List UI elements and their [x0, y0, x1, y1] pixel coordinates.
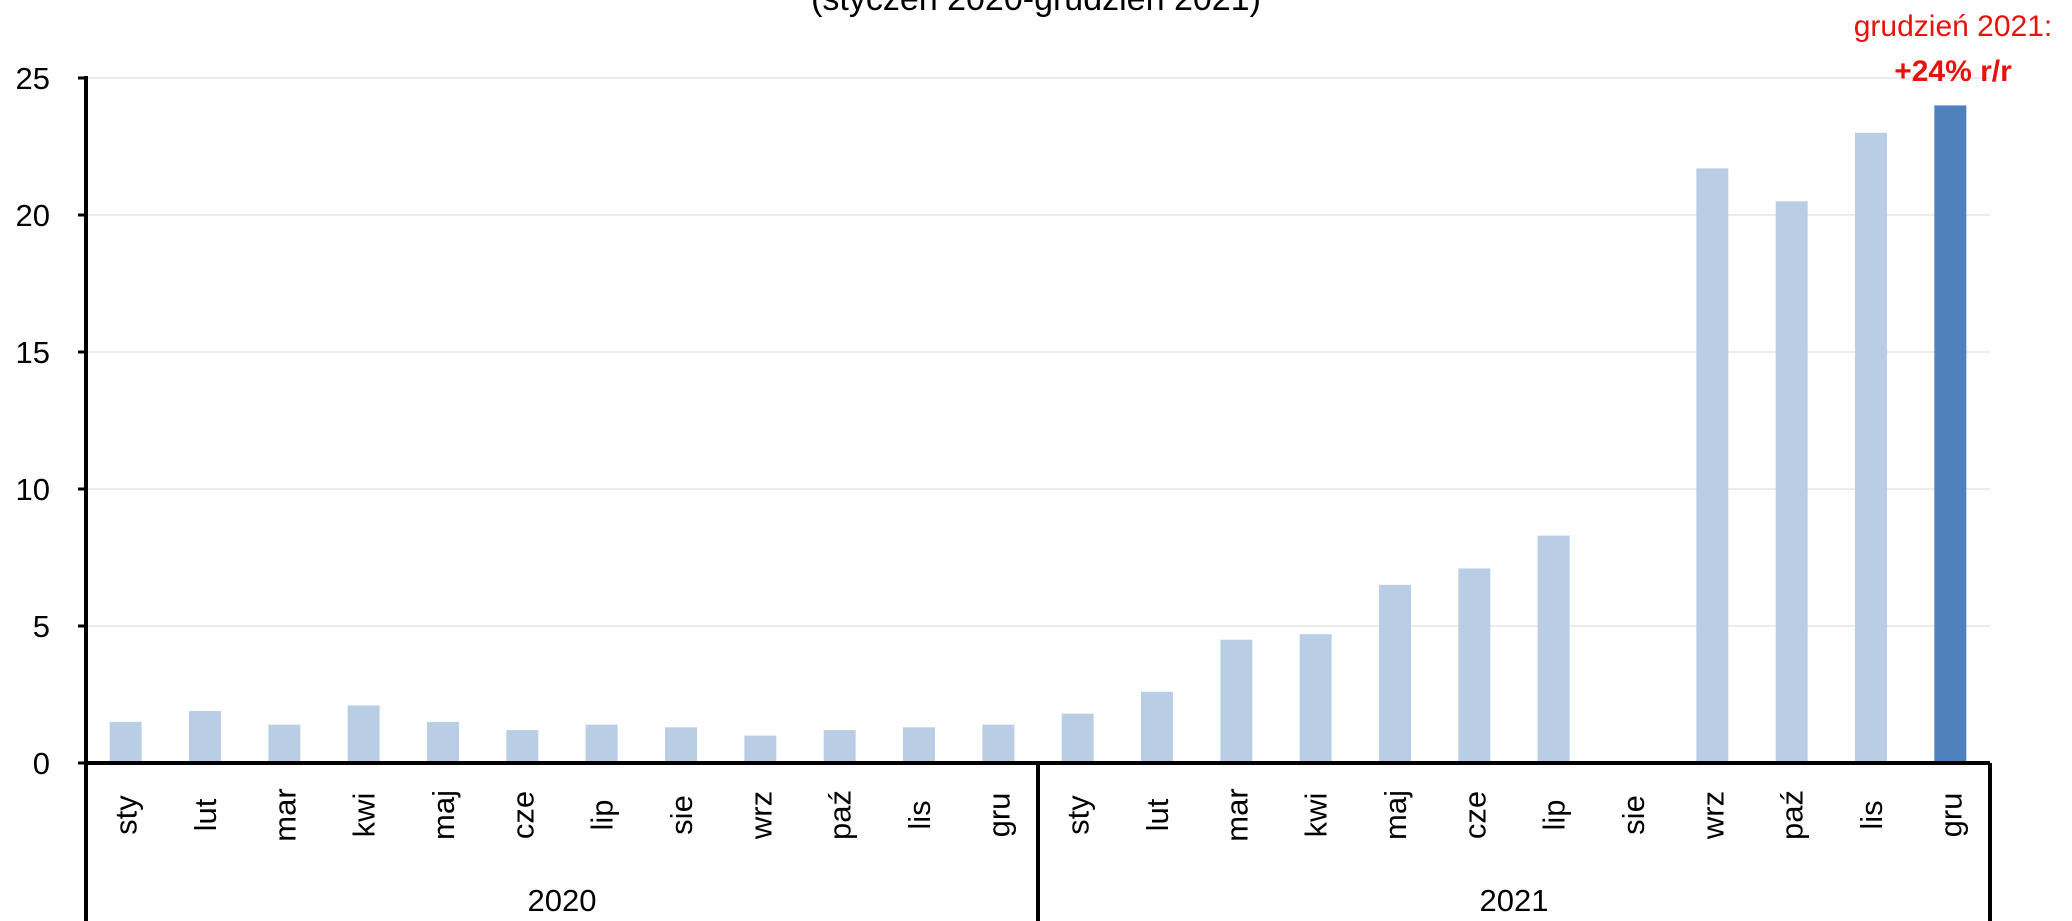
x-tick-label: gru [981, 793, 1016, 838]
x-tick-label: cze [505, 791, 540, 839]
bar [1696, 168, 1729, 764]
bar [1775, 201, 1808, 764]
chart-title: (styczeń 2020-grudzień 2021) [811, 0, 1261, 18]
x-tick-label: lip [1537, 799, 1572, 830]
x-tick-label: wrz [743, 791, 778, 840]
bar [982, 724, 1015, 763]
annotation-line1: grudzień 2021: [1854, 10, 2053, 43]
bar [189, 710, 221, 763]
bar [903, 727, 935, 763]
annotation-line2: +24% r/r [1894, 55, 2012, 88]
y-tick-label: 10 [16, 472, 50, 507]
y-tick-label: 5 [33, 609, 50, 644]
x-tick-label: mar [267, 788, 302, 841]
bar [744, 735, 777, 763]
x-tick-label: kwi [1299, 793, 1334, 838]
bar [109, 721, 142, 763]
bar [268, 724, 301, 763]
x-tick-label: sty [1061, 795, 1096, 835]
gridlines [86, 77, 1990, 627]
x-tick-label: cze [1457, 791, 1492, 839]
x-tick-label: sie [664, 795, 699, 835]
y-tick-label: 20 [16, 198, 50, 233]
y-axis: 0 5 10 15 20 25 [16, 61, 88, 921]
bar [1299, 634, 1332, 763]
bar [1458, 568, 1491, 763]
x-tick-label: maj [1378, 790, 1413, 840]
bar [1855, 132, 1887, 764]
y-tick-label: 25 [16, 61, 50, 96]
bar [665, 727, 697, 763]
bar [1061, 713, 1094, 763]
y-tick-label: 0 [33, 746, 50, 781]
x-tick-label: lis [1854, 800, 1889, 829]
x-tick-label: kwi [347, 793, 382, 838]
y-tick-label: 15 [16, 335, 50, 370]
bar [585, 724, 618, 763]
year-label: 2021 [1480, 883, 1549, 918]
bar [823, 730, 856, 763]
bar [1220, 639, 1253, 763]
bars [109, 105, 1967, 764]
bar [1379, 584, 1411, 763]
x-tick-label: sie [1616, 795, 1651, 835]
x-axis: sty lut mar kwi maj cze lip sie wrz paź lis gru sty l… [86, 761, 1992, 921]
bar [1934, 105, 1967, 763]
x-tick-label: lip [585, 799, 620, 830]
x-tick-label: maj [426, 790, 461, 840]
bar [1141, 691, 1173, 763]
x-tick-label: gru [1933, 793, 1968, 838]
bar [427, 721, 459, 763]
x-tick-label: lut [1140, 798, 1175, 831]
bar [347, 705, 380, 763]
x-tick-label: lut [188, 798, 223, 831]
x-tick-label: paź [1775, 790, 1810, 840]
year-label: 2020 [528, 883, 597, 918]
x-tick-label: wrz [1695, 791, 1730, 840]
bar [506, 730, 539, 763]
x-tick-label: sty [109, 795, 144, 835]
x-tick-label: mar [1219, 788, 1254, 841]
x-tick-label: paź [823, 790, 858, 840]
x-tick-label: lis [902, 800, 937, 829]
bar [1537, 535, 1570, 763]
